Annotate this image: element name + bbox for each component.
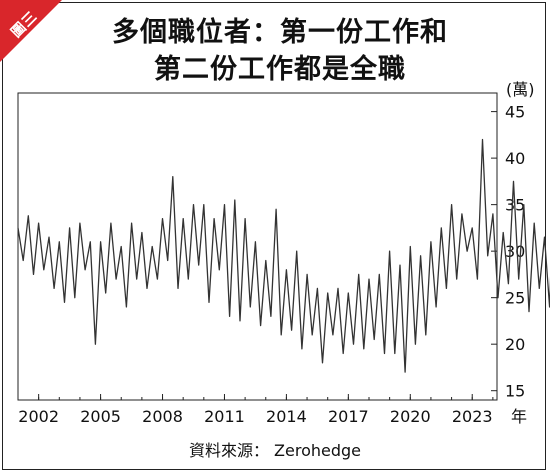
- series-line: [17, 138, 550, 373]
- y-tick-label: 45: [505, 103, 525, 122]
- chart-title-line-1: 多個職位者：第一份工作和: [112, 17, 448, 48]
- x-tick-label: 2014: [266, 407, 307, 426]
- y-tick-label: 25: [505, 289, 525, 308]
- plot-area-border: [17, 92, 498, 401]
- x-tick-label: 2005: [80, 407, 121, 426]
- chart-frame: [2, 2, 546, 470]
- source-label: 資料來源： Zerohedge: [188, 441, 362, 460]
- x-tick-label: 2020: [390, 407, 431, 426]
- x-tick-label: 2011: [204, 407, 245, 426]
- y-tick-label: 40: [505, 149, 525, 168]
- chart-title-line-2: 第二份工作都是全職: [154, 54, 406, 85]
- x-tick-label: 2008: [142, 407, 183, 426]
- y-tick-label: 30: [505, 242, 525, 261]
- x-axis-unit-label: 年: [511, 407, 527, 426]
- x-tick-label: 2023: [452, 407, 493, 426]
- y-axis-unit-label: (萬): [506, 80, 535, 99]
- y-tick-label: 15: [505, 382, 525, 401]
- x-tick-label: 2002: [18, 407, 59, 426]
- x-tick-label: 2017: [328, 407, 369, 426]
- figure-badge: 圖三: [0, 0, 62, 62]
- y-tick-label: 20: [505, 335, 525, 354]
- badge-background: [0, 0, 62, 62]
